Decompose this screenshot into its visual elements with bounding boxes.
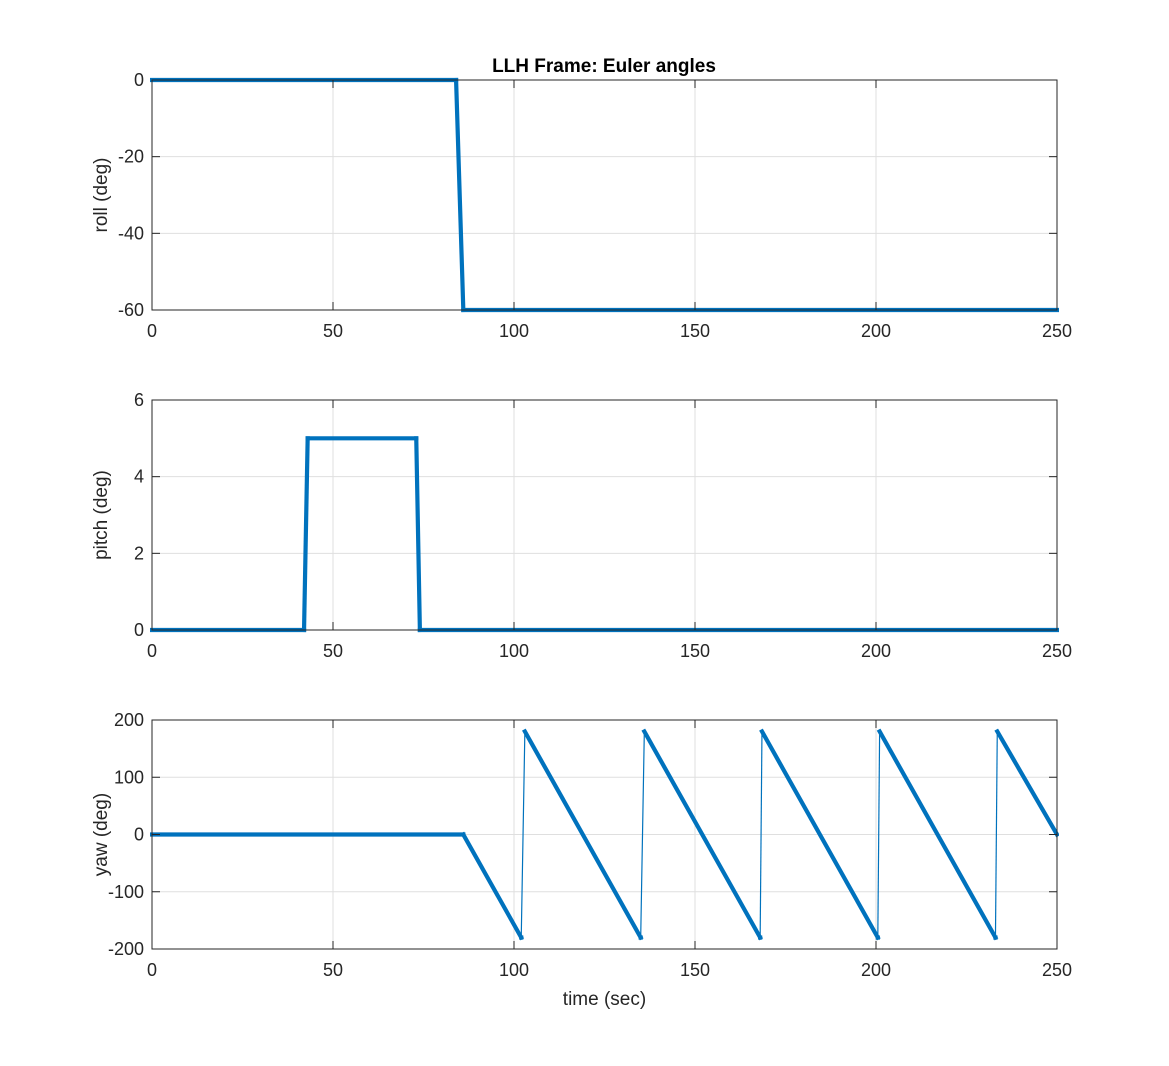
pitch-y-tick-label: 4: [134, 467, 144, 487]
pitch-y-axis-label: pitch (deg): [91, 470, 112, 560]
figure-title: LLH Frame: Euler angles: [492, 56, 716, 77]
yaw-y-tick-label: -100: [108, 882, 144, 902]
pitch-series-segment: [414, 436, 423, 633]
yaw-y-tick-label: -200: [108, 939, 144, 959]
pitch-series-segment: [301, 436, 310, 633]
yaw-series-segment: [994, 728, 1059, 838]
roll-y-tick-label: -60: [118, 300, 144, 320]
roll-series-segment: [453, 77, 466, 313]
roll-x-tick-label: 100: [499, 321, 529, 341]
pitch-y-tick-label: 2: [134, 543, 144, 563]
yaw-x-axis-label: time (sec): [563, 989, 646, 1010]
yaw-series-segment: [460, 831, 525, 941]
pitch-plot-area: [152, 400, 1057, 630]
yaw-y-axis-label: yaw (deg): [91, 793, 112, 876]
roll-x-tick-label: 200: [861, 321, 891, 341]
yaw-series-segment: [759, 730, 763, 939]
yaw-series-segment: [641, 728, 764, 941]
yaw-series-segment: [994, 730, 998, 939]
roll-y-axis-label: roll (deg): [91, 158, 112, 233]
yaw-x-tick-label: 100: [499, 960, 529, 980]
yaw-series-segment: [522, 728, 644, 941]
yaw-y-tick-label: 100: [114, 767, 144, 787]
pitch-x-tick-label: 50: [323, 641, 343, 661]
pitch-y-tick-label: 6: [134, 390, 144, 410]
pitch-y-tick-label: 0: [134, 620, 144, 640]
pitch-x-tick-label: 200: [861, 641, 891, 661]
roll-plot-area: [152, 80, 1057, 310]
pitch-x-tick-label: 0: [147, 641, 157, 661]
yaw-x-tick-label: 200: [861, 960, 891, 980]
yaw-series-segment: [520, 730, 526, 939]
roll-subplot: 0 50 100 150 200 250 -60 -40 -20 0 roll (deg): [91, 70, 1072, 341]
roll-x-tick-label: 50: [323, 321, 343, 341]
yaw-y-tick-label: 200: [114, 710, 144, 730]
yaw-x-tick-label: 0: [147, 960, 157, 980]
yaw-subplot: 0 50 100 150 200 250 -200 -100 0 100 200 yaw (deg) t…: [91, 710, 1072, 1010]
roll-axes-box: [151, 79, 1058, 311]
yaw-x-tick-label: 50: [323, 960, 343, 980]
roll-x-tick-label: 0: [147, 321, 157, 341]
roll-x-tick-label: 250: [1042, 321, 1072, 341]
roll-y-tick-label: -20: [118, 147, 144, 167]
pitch-x-tick-label: 100: [499, 641, 529, 661]
yaw-series-segment: [877, 730, 881, 939]
yaw-series-segment: [640, 730, 645, 939]
pitch-axes-box: [151, 399, 1058, 631]
pitch-x-tick-label: 250: [1042, 641, 1072, 661]
yaw-series-segment: [876, 728, 999, 941]
roll-x-tick-label: 150: [680, 321, 710, 341]
yaw-x-tick-label: 250: [1042, 960, 1072, 980]
yaw-y-tick-label: 0: [134, 825, 144, 845]
roll-y-tick-label: -40: [118, 223, 144, 243]
pitch-subplot: 0 50 100 150 200 250 0 2 4 6 pitch (deg): [91, 390, 1072, 661]
yaw-x-tick-label: 150: [680, 960, 710, 980]
yaw-series-segment: [759, 728, 881, 941]
pitch-x-tick-label: 150: [680, 641, 710, 661]
roll-y-tick-label: 0: [134, 70, 144, 90]
